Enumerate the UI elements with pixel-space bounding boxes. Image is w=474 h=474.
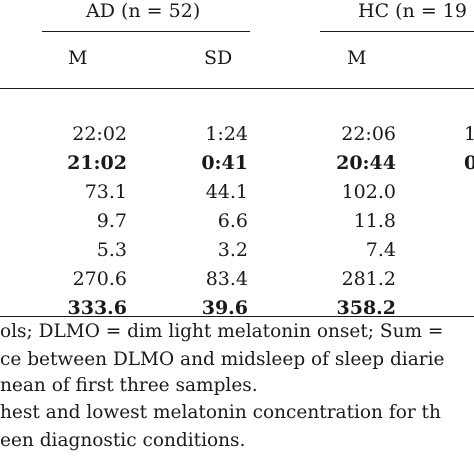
rule-ad — [42, 31, 250, 33]
cell-ad-sd: 44.1 — [205, 181, 248, 203]
cell-hc-sd: 0 — [464, 152, 474, 174]
footnote-line: nean of first three samples. — [0, 375, 258, 396]
col-ad-mean: M — [68, 47, 88, 69]
cell-hc-mean: 20:44 — [336, 152, 396, 174]
cell-hc-mean: 281.2 — [341, 268, 396, 290]
cell-ad-mean: 22:02 — [72, 123, 127, 145]
cell-ad-sd: 83.4 — [205, 268, 248, 290]
cell-hc-mean: 7.4 — [365, 239, 396, 261]
col-hc-mean: M — [347, 47, 367, 69]
footnote-line: ols; DLMO = dim light melatonin onset; S… — [0, 321, 444, 342]
cell-hc-mean: 358.2 — [336, 297, 397, 319]
rule-header-bottom — [0, 88, 474, 90]
cell-ad-mean: 73.1 — [84, 181, 127, 203]
cell-hc-sd: 1 — [464, 123, 474, 145]
rule-hc — [320, 31, 474, 33]
cell-ad-sd: 3.2 — [217, 239, 248, 261]
cell-ad-sd: 0:41 — [201, 152, 248, 174]
group-header-ad: AD (n = 52) — [86, 0, 201, 22]
cell-ad-mean: 21:02 — [67, 152, 127, 174]
cell-hc-mean: 102.0 — [341, 181, 396, 203]
footnote-line: ce between DLMO and midsleep of sleep di… — [0, 349, 445, 370]
cell-ad-sd: 6.6 — [217, 210, 248, 232]
rule-table-bottom — [0, 316, 474, 318]
cell-hc-mean: 11.8 — [353, 210, 396, 232]
footnote-line: een diagnostic conditions. — [0, 430, 246, 451]
col-ad-sd: SD — [204, 47, 233, 69]
cell-ad-sd: 39.6 — [201, 297, 248, 319]
cell-ad-mean: 333.6 — [67, 297, 128, 319]
cell-hc-mean: 22:06 — [341, 123, 396, 145]
footnote-line: hest and lowest melatonin concentration … — [0, 402, 441, 423]
cell-ad-mean: 5.3 — [96, 239, 127, 261]
cell-ad-mean: 9.7 — [96, 210, 127, 232]
cell-ad-mean: 270.6 — [72, 268, 127, 290]
cell-ad-sd: 1:24 — [205, 123, 248, 145]
group-header-hc: HC (n = 19 — [358, 0, 467, 22]
